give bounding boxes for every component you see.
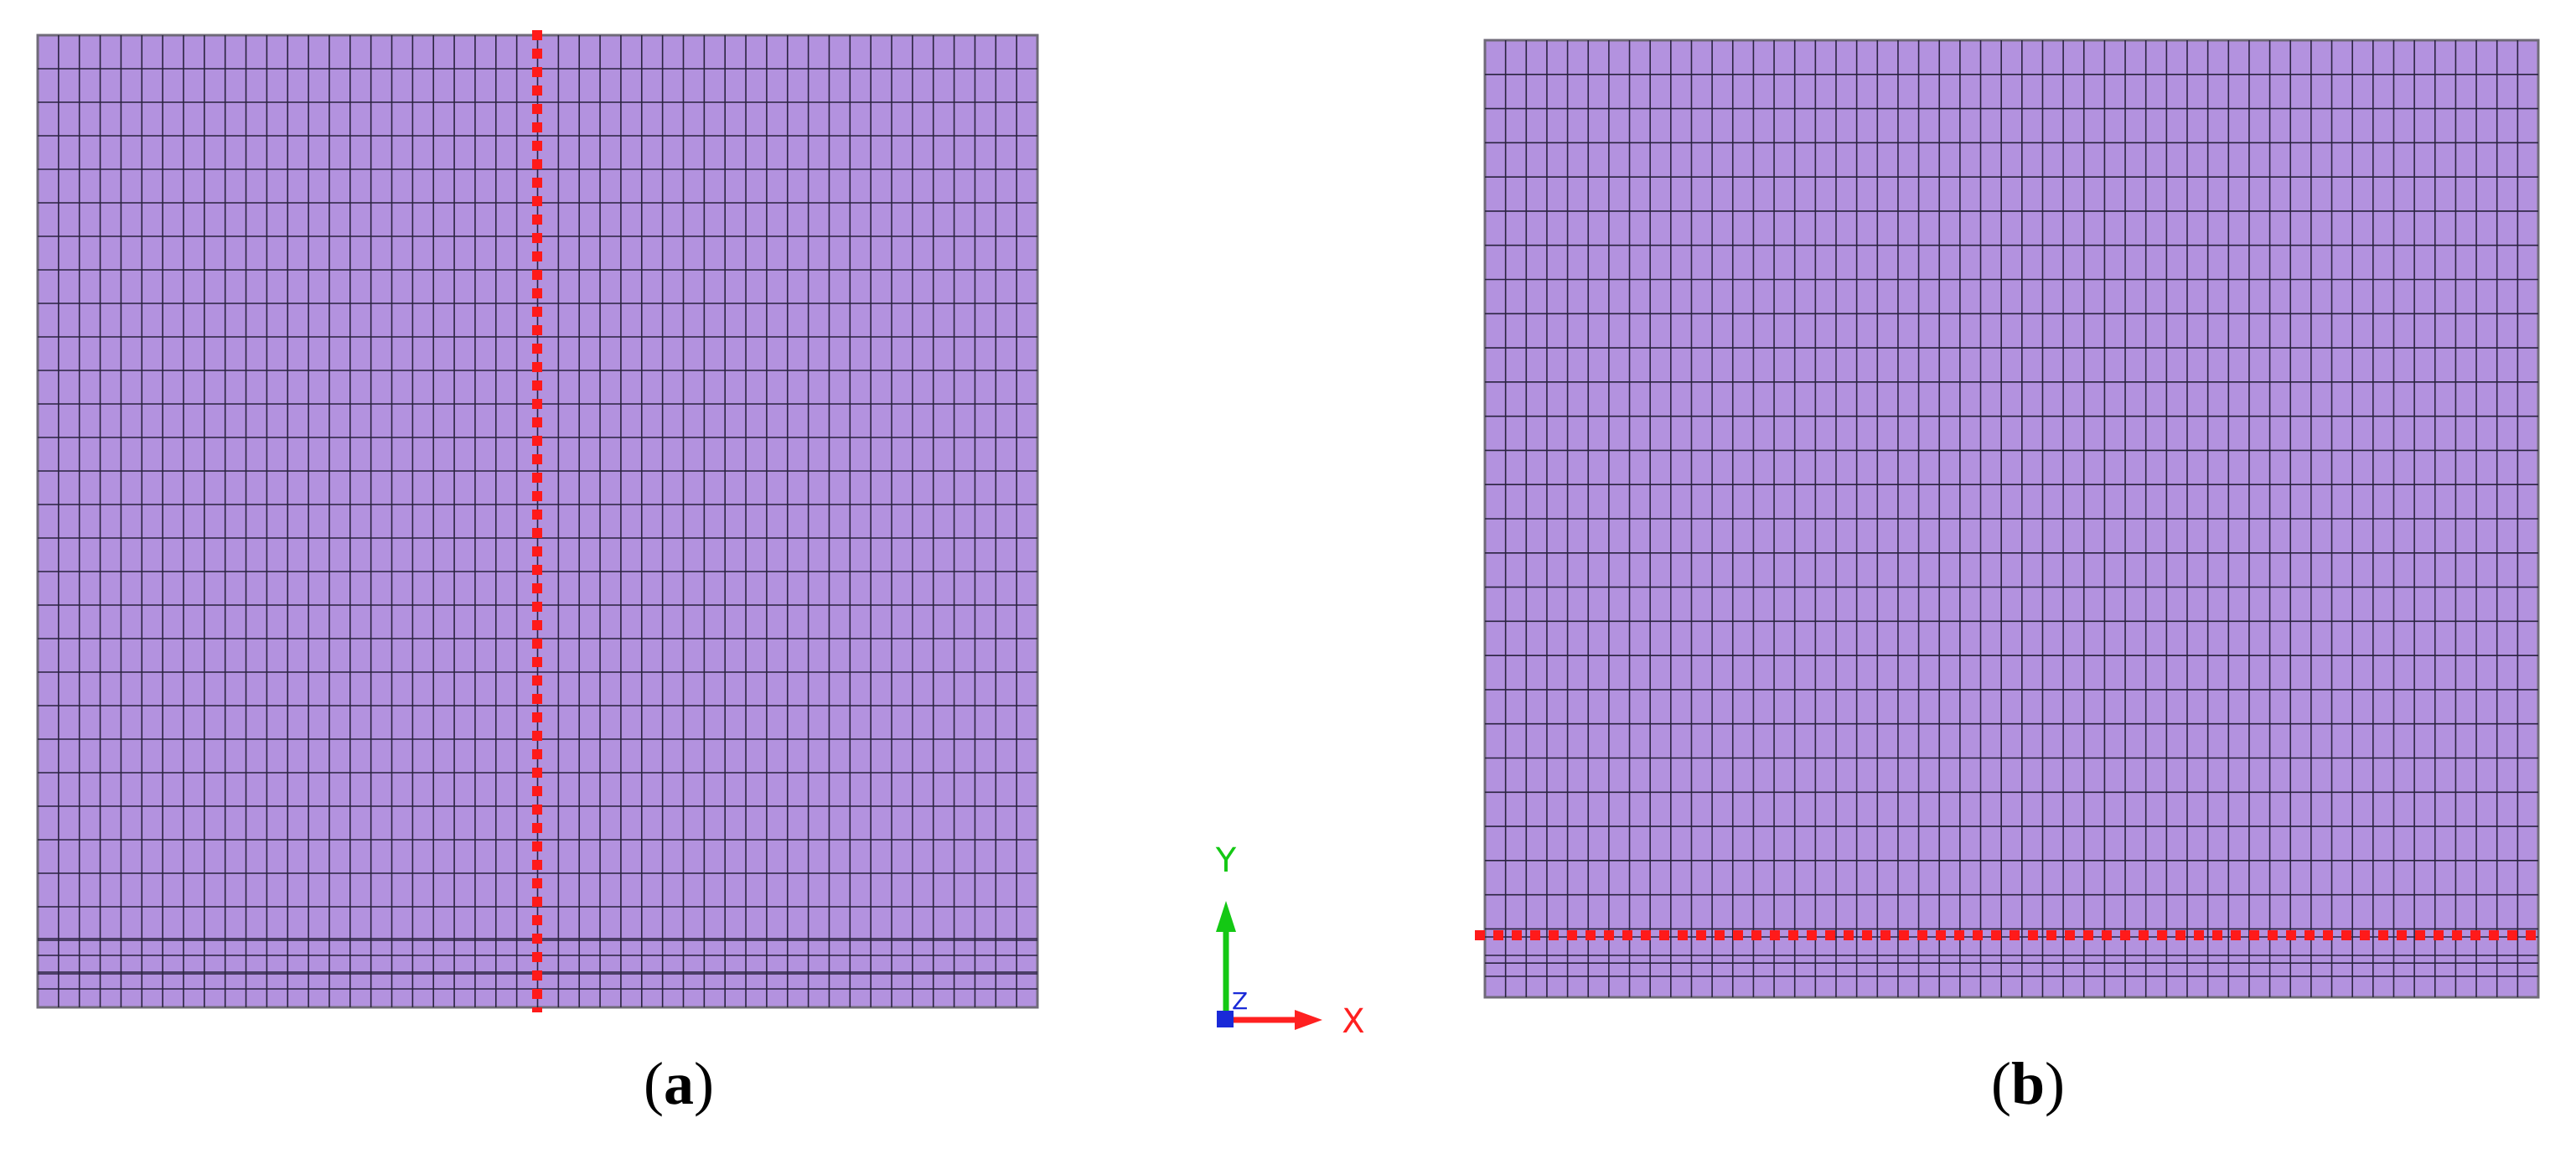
x-axis-arrowhead xyxy=(1295,1010,1322,1030)
panel-a-caption-letter: a xyxy=(664,1050,694,1117)
panel-a-grid-lines xyxy=(38,35,1037,1007)
x-axis-label: X xyxy=(1342,1002,1364,1041)
panel-b-caption-close: ) xyxy=(2045,1050,2065,1117)
panel-b-caption-letter: b xyxy=(2010,1050,2046,1117)
panel-b-mesh xyxy=(1475,39,2544,999)
y-axis-arrowhead xyxy=(1216,901,1236,932)
z-axis-marker xyxy=(1217,1011,1234,1027)
panel-b-caption-open: ( xyxy=(1990,1050,2011,1117)
z-axis-label: Z xyxy=(1232,987,1248,1015)
panel-a-caption-open: ( xyxy=(644,1050,664,1117)
panel-a-mesh xyxy=(36,30,1039,1012)
panel-b-grid-lines xyxy=(1485,40,2538,997)
panel-b-caption: (b) xyxy=(1978,1049,2078,1119)
coordinate-triad: Z Y X xyxy=(1215,841,1365,1041)
panel-a-caption: (a) xyxy=(628,1049,729,1119)
y-axis-label: Y xyxy=(1215,841,1237,880)
panel-a-caption-close: ) xyxy=(694,1050,714,1117)
